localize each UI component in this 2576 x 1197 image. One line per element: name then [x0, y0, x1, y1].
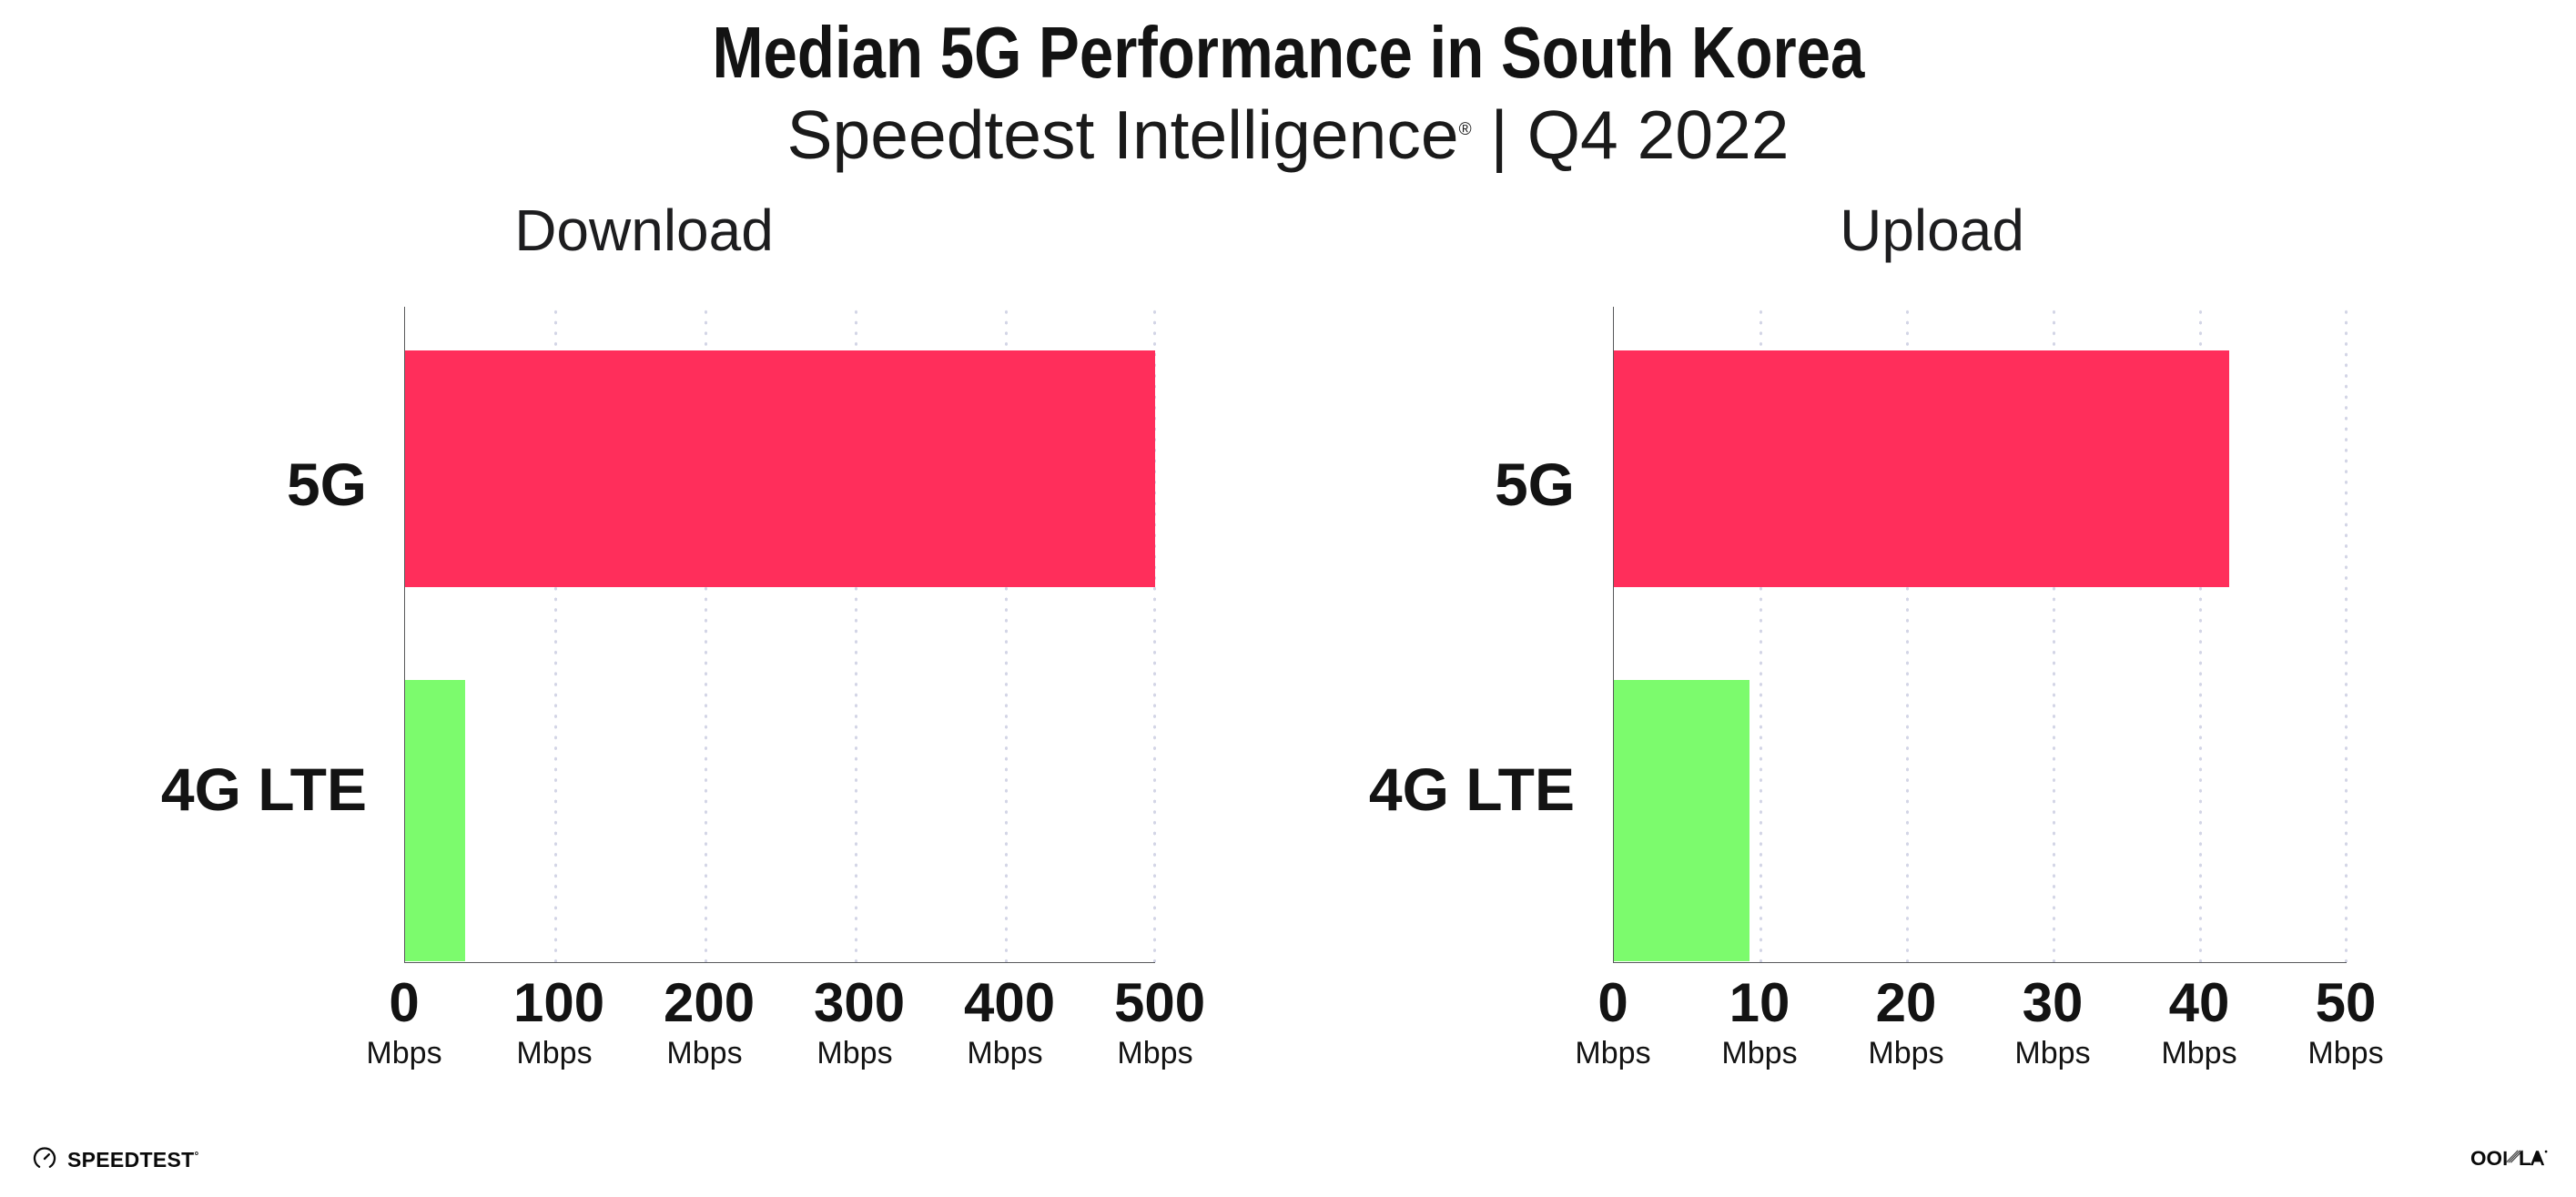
- svg-text:L: L: [2519, 1147, 2531, 1170]
- svg-text:OO: OO: [2470, 1147, 2502, 1170]
